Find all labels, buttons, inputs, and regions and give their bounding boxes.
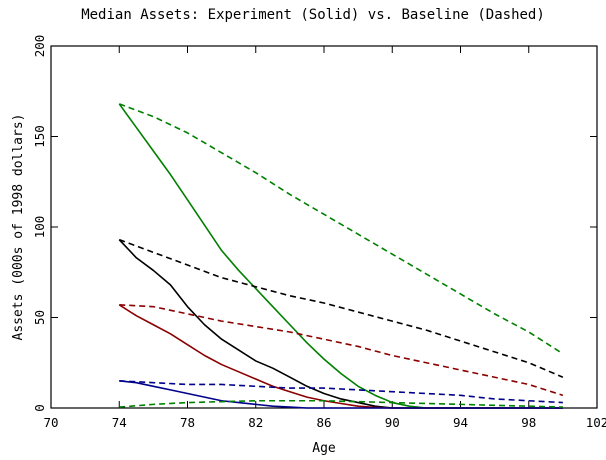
series-line-4-solid bbox=[118, 304, 563, 409]
plot-frame bbox=[50, 45, 598, 409]
y-tick-label: 0 bbox=[32, 404, 47, 412]
series-line-2-solid bbox=[118, 239, 563, 409]
x-tick-label: 86 bbox=[316, 415, 331, 430]
y-tick-label: 50 bbox=[32, 310, 47, 325]
y-tick-label: 100 bbox=[32, 216, 47, 239]
series-group bbox=[118, 103, 564, 409]
x-tick-label: 78 bbox=[180, 415, 195, 430]
series-line-8-dashed bbox=[119, 399, 563, 408]
y-axis-label: Assets (000s of 1998 dollars) bbox=[11, 114, 26, 341]
x-tick-label: 82 bbox=[248, 415, 263, 430]
x-tick-label: 70 bbox=[43, 415, 58, 430]
x-tick-label: 74 bbox=[112, 415, 127, 430]
x-axis-label: Age bbox=[312, 441, 336, 456]
series-line-5-dashed bbox=[119, 304, 564, 397]
y-tick-label: 150 bbox=[32, 125, 47, 148]
x-tick-labels: 70 74 78 82 86 90 94 98 102 bbox=[43, 415, 606, 430]
series-line-3-dashed bbox=[118, 238, 564, 378]
y-tick-labels: 0 50 100 150 200 bbox=[32, 35, 47, 412]
series-line-6-solid bbox=[119, 380, 563, 409]
x-tick-label: 102 bbox=[586, 415, 606, 430]
x-tick-label: 94 bbox=[453, 415, 468, 430]
x-tick-label: 90 bbox=[385, 415, 400, 430]
series-line-1-dashed bbox=[118, 103, 564, 355]
series-line-7-dashed bbox=[119, 380, 563, 404]
series-line-0-solid bbox=[118, 103, 563, 409]
x-tick-label: 98 bbox=[521, 415, 536, 430]
y-tick-label: 200 bbox=[32, 35, 47, 58]
chart-title: Median Assets: Experiment (Solid) vs. Ba… bbox=[81, 7, 545, 23]
axis-ticks bbox=[50, 45, 598, 409]
